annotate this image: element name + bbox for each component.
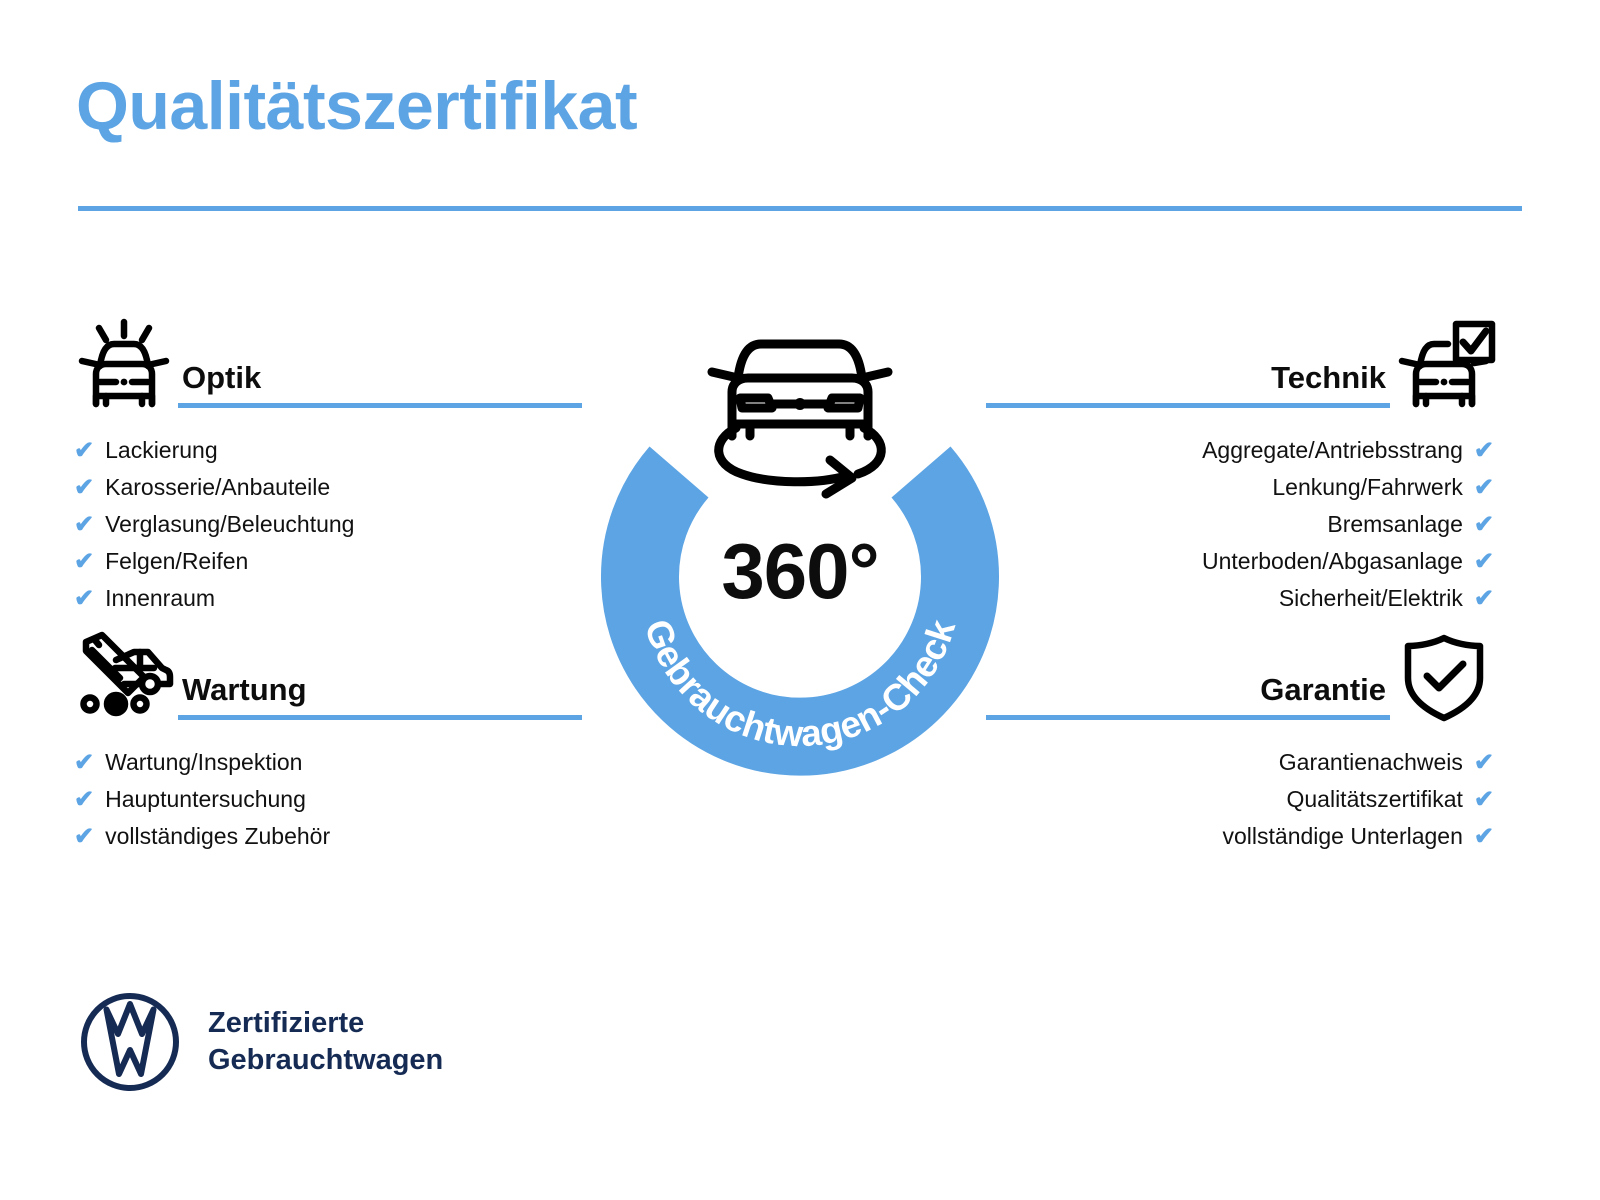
section-underline-technik bbox=[986, 403, 1390, 408]
list-item: ✔ Lenkung/Fahrwerk bbox=[986, 469, 1498, 506]
section-wartung: Wartung ✔ Wartung/Inspektion ✔ Hauptunte… bbox=[70, 630, 582, 855]
shield-check-icon bbox=[1390, 630, 1498, 722]
check-list-technik: ✔ Aggregate/Antriebsstrang ✔ Lenkung/Fah… bbox=[986, 432, 1498, 617]
list-item: ✔ vollständige Unterlagen bbox=[986, 818, 1498, 855]
list-item-label: Hauptuntersuchung bbox=[105, 786, 306, 812]
badge-number: 360° bbox=[721, 527, 879, 615]
check-icon: ✔ bbox=[1473, 511, 1494, 538]
list-item-label: Karosserie/Anbauteile bbox=[105, 474, 331, 500]
check-icon: ✔ bbox=[74, 585, 95, 612]
check-icon: ✔ bbox=[1473, 437, 1494, 464]
list-item: ✔ Bremsanlage bbox=[986, 506, 1498, 543]
check-icon: ✔ bbox=[74, 474, 95, 501]
list-item-label: Wartung/Inspektion bbox=[105, 749, 303, 775]
header-divider bbox=[78, 206, 1522, 211]
list-item: ✔ Sicherheit/Elektrik bbox=[986, 580, 1498, 617]
list-item: ✔ Wartung/Inspektion bbox=[70, 744, 582, 781]
check-icon: ✔ bbox=[74, 511, 95, 538]
section-garantie: Garantie ✔ Garantienachweis ✔ Qualitätsz… bbox=[986, 630, 1498, 855]
check-list-wartung: ✔ Wartung/Inspektion ✔ Hauptuntersuchung… bbox=[70, 744, 582, 855]
check-icon: ✔ bbox=[1473, 786, 1494, 813]
list-item-label: Lackierung bbox=[105, 437, 218, 463]
list-item: ✔ Karosserie/Anbauteile bbox=[70, 469, 582, 506]
list-item-label: vollständige Unterlagen bbox=[1222, 823, 1463, 849]
section-underline-optik bbox=[178, 403, 582, 408]
list-item: ✔ vollständiges Zubehör bbox=[70, 818, 582, 855]
list-item: ✔ Hauptuntersuchung bbox=[70, 781, 582, 818]
list-item: ✔ Aggregate/Antriebsstrang bbox=[986, 432, 1498, 469]
list-item-label: Aggregate/Antriebsstrang bbox=[1202, 437, 1463, 463]
badge-ring bbox=[601, 446, 999, 776]
section-technik: Technik ✔ Aggregate/Antriebsstrang ✔ Len… bbox=[986, 318, 1498, 617]
section-title-technik: Technik bbox=[1271, 360, 1386, 396]
section-underline-garantie bbox=[986, 715, 1390, 720]
check-icon: ✔ bbox=[1473, 823, 1494, 850]
check-list-optik: ✔ Lackierung ✔ Karosserie/Anbauteile ✔ V… bbox=[70, 432, 582, 617]
section-underline-wartung bbox=[178, 715, 582, 720]
check-list-garantie: ✔ Garantienachweis ✔ Qualitätszertifikat… bbox=[986, 744, 1498, 855]
badge-360-gebrauchtwagen-check: Gebrauchtwagen-Check 360° bbox=[566, 300, 1034, 780]
list-item: ✔ Verglasung/Beleuchtung bbox=[70, 506, 582, 543]
check-icon: ✔ bbox=[1473, 585, 1494, 612]
check-icon: ✔ bbox=[74, 786, 95, 813]
check-icon: ✔ bbox=[74, 823, 95, 850]
check-icon: ✔ bbox=[1473, 548, 1494, 575]
list-item: ✔ Felgen/Reifen bbox=[70, 543, 582, 580]
footer-brand: Zertifizierte Gebrauchtwagen bbox=[78, 990, 443, 1094]
footer-brand-text: Zertifizierte Gebrauchtwagen bbox=[208, 1006, 444, 1076]
check-icon: ✔ bbox=[1473, 749, 1494, 776]
list-item: ✔ Lackierung bbox=[70, 432, 582, 469]
list-item: ✔ Unterboden/Abgasanlage bbox=[986, 543, 1498, 580]
section-title-optik: Optik bbox=[182, 360, 262, 396]
list-item: ✔ Innenraum bbox=[70, 580, 582, 617]
car-front-rotate-icon bbox=[707, 339, 893, 499]
vw-logo-icon bbox=[78, 990, 182, 1094]
car-front-shine-icon bbox=[70, 318, 178, 410]
check-icon: ✔ bbox=[1473, 474, 1494, 501]
list-item: ✔ Qualitätszertifikat bbox=[986, 781, 1498, 818]
section-optik: Optik ✔ Lackierung ✔ Karosserie/Anbautei… bbox=[70, 318, 582, 617]
section-title-garantie: Garantie bbox=[1260, 672, 1386, 708]
list-item-label: Innenraum bbox=[105, 585, 216, 611]
list-item-label: Felgen/Reifen bbox=[105, 548, 249, 574]
pencil-car-service-icon bbox=[70, 630, 178, 722]
list-item-label: Sicherheit/Elektrik bbox=[1278, 585, 1463, 611]
list-item-label: Verglasung/Beleuchtung bbox=[105, 511, 355, 537]
list-item-label: Garantienachweis bbox=[1278, 749, 1463, 775]
list-item-label: Qualitätszertifikat bbox=[1286, 786, 1463, 812]
check-icon: ✔ bbox=[74, 437, 95, 464]
page-title: Qualitätszertifikat bbox=[76, 68, 638, 144]
list-item: ✔ Garantienachweis bbox=[986, 744, 1498, 781]
list-item-label: Bremsanlage bbox=[1327, 511, 1463, 537]
car-front-checkbox-icon bbox=[1390, 318, 1498, 410]
list-item-label: Unterboden/Abgasanlage bbox=[1202, 548, 1463, 574]
list-item-label: vollständiges Zubehör bbox=[105, 823, 331, 849]
section-title-wartung: Wartung bbox=[182, 672, 307, 708]
list-item-label: Lenkung/Fahrwerk bbox=[1272, 474, 1463, 500]
check-icon: ✔ bbox=[74, 548, 95, 575]
check-icon: ✔ bbox=[74, 749, 95, 776]
